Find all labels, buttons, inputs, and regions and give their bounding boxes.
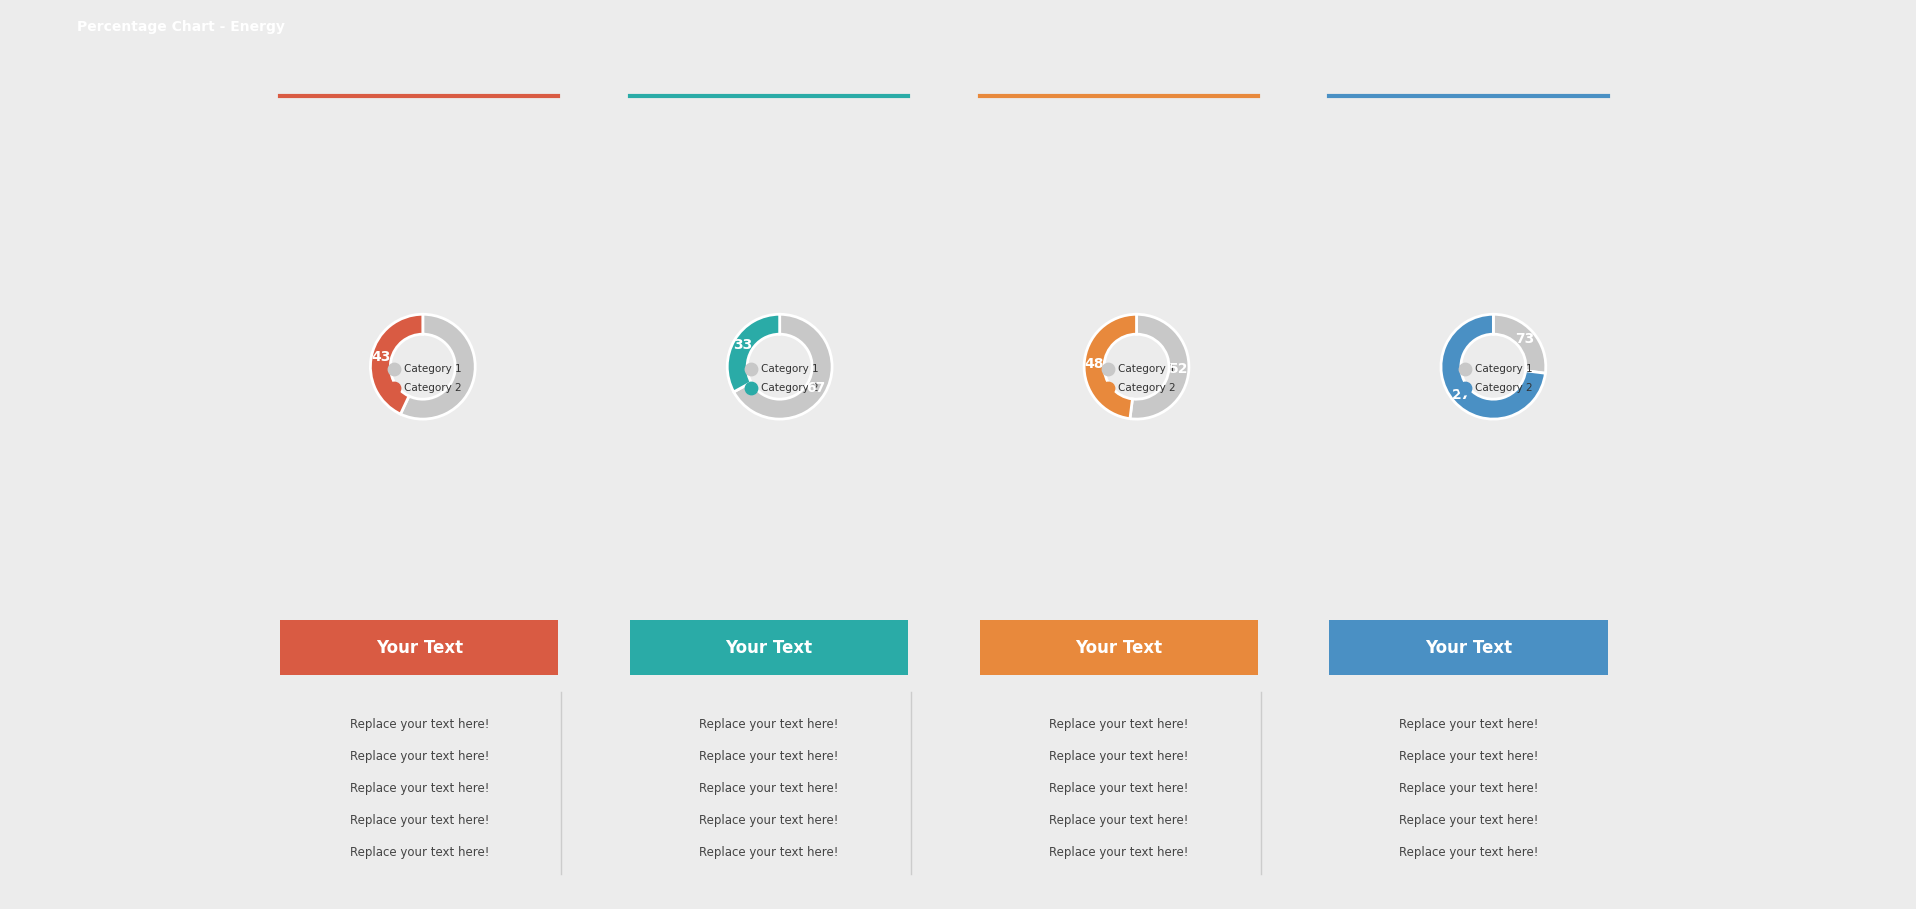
Text: 33: 33 [734,338,753,352]
Point [1136,342,1167,356]
Text: Category 2: Category 2 [1119,383,1176,393]
Text: Replace your text here!: Replace your text here! [699,814,839,827]
Text: 67: 67 [807,381,826,395]
Text: Replace your text here!: Replace your text here! [349,846,489,859]
Text: Replace your text here!: Replace your text here! [1399,750,1539,763]
Text: Category 2: Category 2 [761,383,818,393]
Text: Category 1: Category 1 [1119,365,1176,375]
Text: Category 1: Category 1 [404,365,462,375]
Point [1136,335,1167,349]
Text: Your Text: Your Text [1426,639,1512,657]
Point [780,335,810,349]
FancyBboxPatch shape [280,620,558,675]
Point [780,342,810,356]
Text: Percentage Chart - Energy: Percentage Chart - Energy [77,20,284,35]
Point [1493,335,1523,349]
Text: Replace your text here!: Replace your text here! [349,717,489,731]
Text: Category 1: Category 1 [1475,365,1533,375]
Text: Replace your text here!: Replace your text here! [349,814,489,827]
Text: Replace your text here!: Replace your text here! [699,846,839,859]
Text: 27: 27 [1452,388,1471,402]
Text: Replace your text here!: Replace your text here! [349,750,489,763]
Wedge shape [734,315,832,419]
Text: Replace your text here!: Replace your text here! [1399,846,1539,859]
FancyBboxPatch shape [1330,620,1608,675]
Text: Replace your text here!: Replace your text here! [1048,814,1188,827]
Wedge shape [1130,315,1190,419]
Text: Category 2: Category 2 [1475,383,1533,393]
Text: 73: 73 [1516,332,1535,345]
Text: Replace your text here!: Replace your text here! [699,782,839,794]
Text: 43: 43 [372,351,391,365]
Text: Replace your text here!: Replace your text here! [1399,717,1539,731]
Text: 48: 48 [1084,357,1104,371]
Text: Replace your text here!: Replace your text here! [1048,750,1188,763]
Wedge shape [1084,315,1136,419]
Point [422,342,452,356]
Text: Your Text: Your Text [726,639,812,657]
Text: Replace your text here!: Replace your text here! [1399,782,1539,794]
Text: Category 2: Category 2 [404,383,462,393]
Point [422,335,452,349]
Text: Replace your text here!: Replace your text here! [1048,782,1188,794]
Wedge shape [728,315,780,392]
Wedge shape [370,315,423,415]
FancyBboxPatch shape [630,620,908,675]
Text: Replace your text here!: Replace your text here! [699,750,839,763]
Text: Category 1: Category 1 [761,365,818,375]
Text: Replace your text here!: Replace your text here! [1048,846,1188,859]
Wedge shape [1441,315,1546,419]
Wedge shape [400,315,475,419]
Text: Replace your text here!: Replace your text here! [699,717,839,731]
Text: Replace your text here!: Replace your text here! [1048,717,1188,731]
Wedge shape [1493,315,1546,374]
Text: Replace your text here!: Replace your text here! [1399,814,1539,827]
Text: Your Text: Your Text [376,639,464,657]
Text: 52: 52 [1169,363,1188,376]
Text: Your Text: Your Text [1075,639,1163,657]
FancyBboxPatch shape [979,620,1257,675]
Point [1493,342,1523,356]
Text: Replace your text here!: Replace your text here! [349,782,489,794]
